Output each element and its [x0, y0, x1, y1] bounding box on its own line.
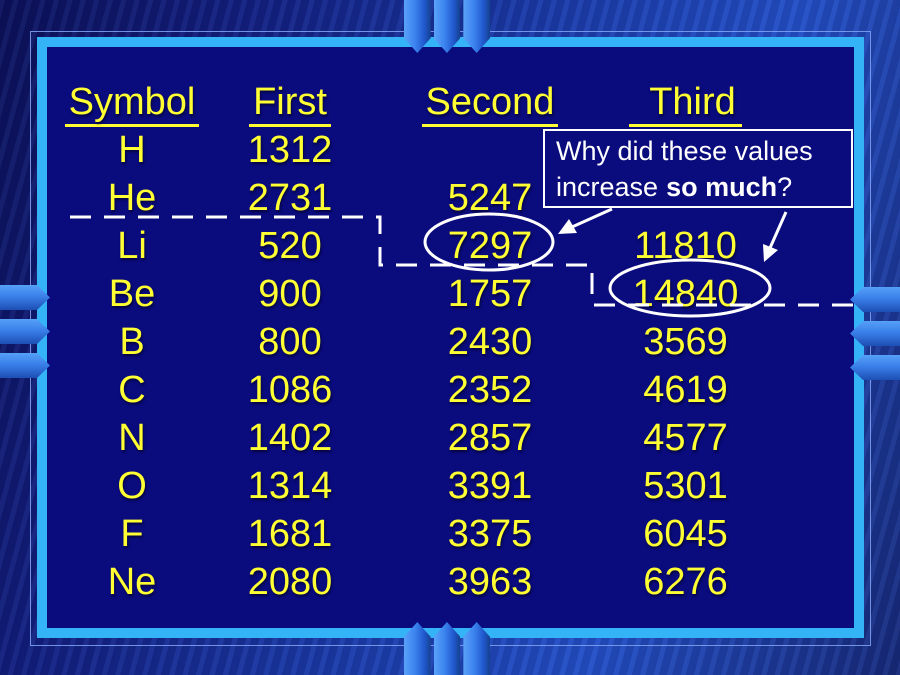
- second-ionization-value: 2430: [447, 321, 533, 363]
- table-row: He 2731 5247: [0, 174, 900, 222]
- element-symbol: O: [117, 465, 147, 507]
- ribbon-icon: [433, 622, 461, 675]
- table-row: B 800 2430 3569: [0, 318, 900, 366]
- table-row: F 1681 3375 6045: [0, 510, 900, 558]
- right-ribbon-decoration: [850, 287, 900, 380]
- element-symbol: C: [118, 369, 146, 411]
- first-ionization-value: 2731: [247, 177, 333, 219]
- second-ionization-value: 3375: [447, 513, 533, 555]
- element-symbol: He: [107, 177, 157, 219]
- first-ionization-value: 800: [258, 321, 322, 363]
- second-ionization-value: 3391: [447, 465, 533, 507]
- element-symbol: Ne: [107, 561, 157, 603]
- table-row: N 1402 2857 4577: [0, 414, 900, 462]
- ribbon-icon: [850, 321, 900, 346]
- column-header-second: Second: [395, 78, 585, 127]
- ribbon-icon: [850, 355, 900, 380]
- table-row: Be 900 1757 14840: [0, 270, 900, 318]
- ribbon-icon: [404, 0, 431, 53]
- ribbon-icon: [404, 622, 431, 675]
- ribbon-icon: [850, 287, 900, 312]
- left-ribbon-decoration: [0, 285, 50, 378]
- third-ionization-value: 4577: [643, 417, 728, 459]
- third-ionization-value: 11810: [634, 225, 737, 267]
- third-ionization-value-circled: 14840: [632, 273, 739, 315]
- top-ribbon-decoration: [404, 0, 491, 53]
- table-row: C 1086 2352 4619: [0, 366, 900, 414]
- callout-line1: Why did these values: [556, 136, 813, 166]
- third-ionization-value: 6045: [643, 513, 728, 555]
- third-ionization-value: 4619: [643, 369, 728, 411]
- first-ionization-value: 900: [258, 273, 322, 315]
- first-ionization-value: 1681: [247, 513, 333, 555]
- first-ionization-value: 2080: [247, 561, 333, 603]
- second-ionization-value: 5247: [447, 177, 533, 219]
- column-header-third: Third: [588, 78, 783, 127]
- ribbon-icon: [0, 285, 50, 310]
- column-header-symbol: Symbol: [37, 78, 227, 127]
- element-symbol: F: [120, 513, 144, 555]
- second-ionization-value: 1757: [447, 273, 533, 315]
- third-ionization-value: 3569: [643, 321, 728, 363]
- table-row: H 1312: [0, 126, 900, 174]
- table-row: O 1314 3391 5301: [0, 462, 900, 510]
- second-ionization-value: 2352: [447, 369, 533, 411]
- first-ionization-value: 1314: [247, 465, 333, 507]
- third-ionization-value: 6276: [643, 561, 728, 603]
- second-ionization-value: 3963: [447, 561, 533, 603]
- bottom-ribbon-decoration: [404, 622, 491, 675]
- callout-box: Why did these values increase so much?: [543, 129, 853, 208]
- ribbon-icon: [463, 622, 491, 675]
- ribbon-icon: [0, 353, 50, 378]
- third-ionization-value: 5301: [643, 465, 728, 507]
- second-ionization-value-circled: 7297: [447, 225, 533, 267]
- ribbon-icon: [433, 0, 461, 53]
- table-row: Li 520 7297 11810: [0, 222, 900, 270]
- first-ionization-value: 1086: [247, 369, 333, 411]
- table-row: Ne 2080 3963 6276: [0, 558, 900, 606]
- column-header-first: First: [195, 78, 385, 127]
- callout-line2: increase so much?: [556, 172, 793, 202]
- table-header-row: Symbol First Second Third: [0, 78, 900, 127]
- second-ionization-value: 2857: [447, 417, 533, 459]
- ribbon-icon: [463, 0, 491, 53]
- element-symbol: H: [118, 129, 146, 171]
- element-symbol: B: [119, 321, 145, 363]
- element-symbol: N: [118, 417, 146, 459]
- ribbon-icon: [0, 319, 50, 344]
- first-ionization-value: 1312: [247, 129, 333, 171]
- first-ionization-value: 520: [258, 225, 322, 267]
- first-ionization-value: 1402: [247, 417, 333, 459]
